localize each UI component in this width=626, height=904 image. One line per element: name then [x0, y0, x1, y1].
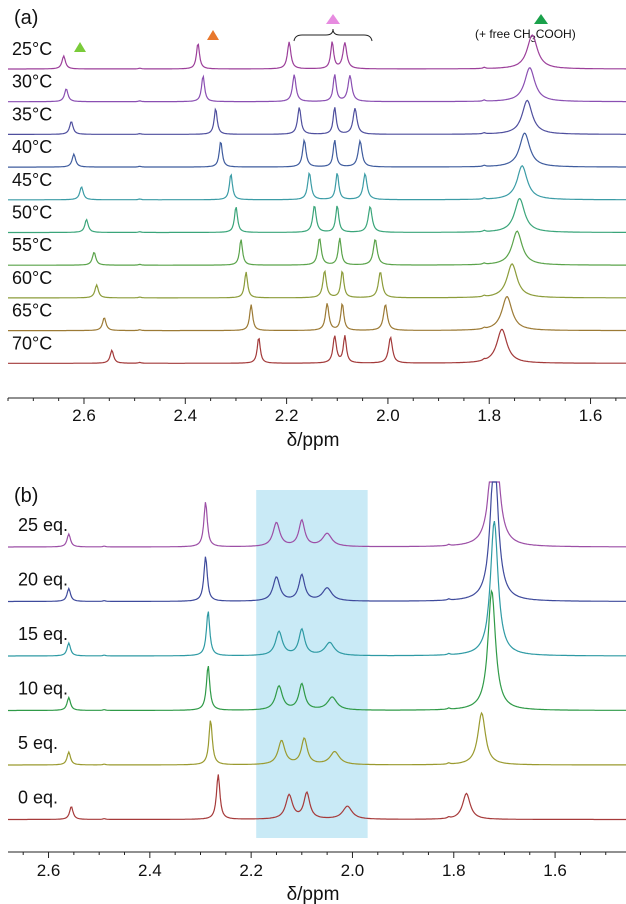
spectrum-trace-30-c [8, 67, 626, 103]
series-label-55-c: 55°C [12, 235, 52, 255]
x-tick-label: 2.4 [173, 406, 197, 425]
spectrum-trace-25-eq [8, 481, 626, 548]
highlight-region [256, 490, 368, 838]
x-tick-label: 2.2 [239, 861, 263, 880]
x-tick-label: 1.8 [442, 861, 466, 880]
x-ticks-b: 2.6 2.4 2.2 2.0 1.8 1.6 [22, 852, 607, 880]
x-tick-label: 2.6 [37, 861, 61, 880]
spectrum-trace-25-c [8, 34, 626, 70]
free-acetic-acid-annotation: (+ free CH3COOH) [475, 27, 576, 44]
series-label-45-c: 45°C [12, 170, 52, 190]
spectrum-trace-60-c [8, 263, 626, 299]
spectra-b [8, 481, 626, 821]
x-tick-label: 2.2 [275, 406, 299, 425]
series-label-60-c: 60°C [12, 268, 52, 288]
triplet-brace [293, 28, 373, 42]
series-label-5-eq: 5 eq. [18, 733, 58, 753]
equivalent-labels: 25 eq. 20 eq. 15 eq. 10 eq. 5 eq. 0 eq. [18, 515, 68, 808]
series-label-10-eq: 10 eq. [18, 679, 68, 699]
panel-b-label: (b) [14, 485, 38, 507]
spectrum-trace-35-c [8, 99, 626, 135]
spectrum-trace-65-c [8, 296, 626, 332]
darkgreen-triangle-marker [534, 14, 548, 24]
x-tick-label: 2.6 [72, 406, 96, 425]
x-tick-label: 1.6 [579, 406, 603, 425]
series-label-20-eq: 20 eq. [18, 570, 68, 590]
orange-triangle-marker [207, 30, 219, 40]
panel-b: (b) 25 eq. 20 eq. 15 eq. 10 eq. 5 eq. 0 eq. 2… [8, 481, 626, 904]
series-label-70-c: 70°C [12, 333, 52, 353]
spectrum-trace-40-c [8, 132, 626, 168]
series-label-40-c: 40°C [12, 137, 52, 157]
panel-a: (a) (+ free CH3COOH) 25°C 30°C 35°C 40°C 45°… [7, 7, 626, 451]
x-tick-label: 2.0 [376, 406, 400, 425]
spectrum-trace-50-c [8, 197, 626, 234]
x-axis-label-b: δ/ppm [287, 884, 340, 904]
temperature-labels: 25°C 30°C 35°C 40°C 45°C 50°C 55°C 60°C 65°C 70°C [12, 39, 52, 353]
x-tick-label: 1.6 [543, 861, 567, 880]
spectrum-trace-70-c [8, 328, 626, 364]
series-label-25-eq: 25 eq. [18, 515, 68, 535]
spectrum-trace-45-c [8, 165, 626, 201]
x-tick-label: 1.8 [477, 406, 501, 425]
series-label-65-c: 65°C [12, 301, 52, 321]
spectrum-trace-10-eq [8, 589, 626, 712]
x-axis-label-a: δ/ppm [287, 430, 340, 451]
panel-a-label: (a) [14, 7, 38, 29]
x-tick-label: 2.4 [138, 861, 162, 880]
spectrum-trace-15-eq [8, 520, 626, 657]
spectrum-trace-55-c [8, 230, 626, 266]
green-triangle-marker [74, 42, 86, 52]
spectrum-trace-0-eq [8, 774, 626, 821]
spectra-a [8, 34, 626, 364]
x-ticks-a: 2.6 2.4 2.2 2.0 1.8 1.6 [7, 398, 617, 425]
spectrum-trace-20-eq [8, 481, 626, 603]
series-label-35-c: 35°C [12, 104, 52, 124]
spectrum-trace-5-eq [8, 711, 626, 766]
series-label-0-eq: 0 eq. [18, 788, 58, 808]
pink-triangle-marker [326, 14, 340, 24]
series-label-25-c: 25°C [12, 39, 52, 59]
x-tick-label: 2.0 [341, 861, 365, 880]
series-label-30-c: 30°C [12, 72, 52, 92]
series-label-50-c: 50°C [12, 203, 52, 223]
series-label-15-eq: 15 eq. [18, 624, 68, 644]
peak-markers [74, 14, 548, 52]
